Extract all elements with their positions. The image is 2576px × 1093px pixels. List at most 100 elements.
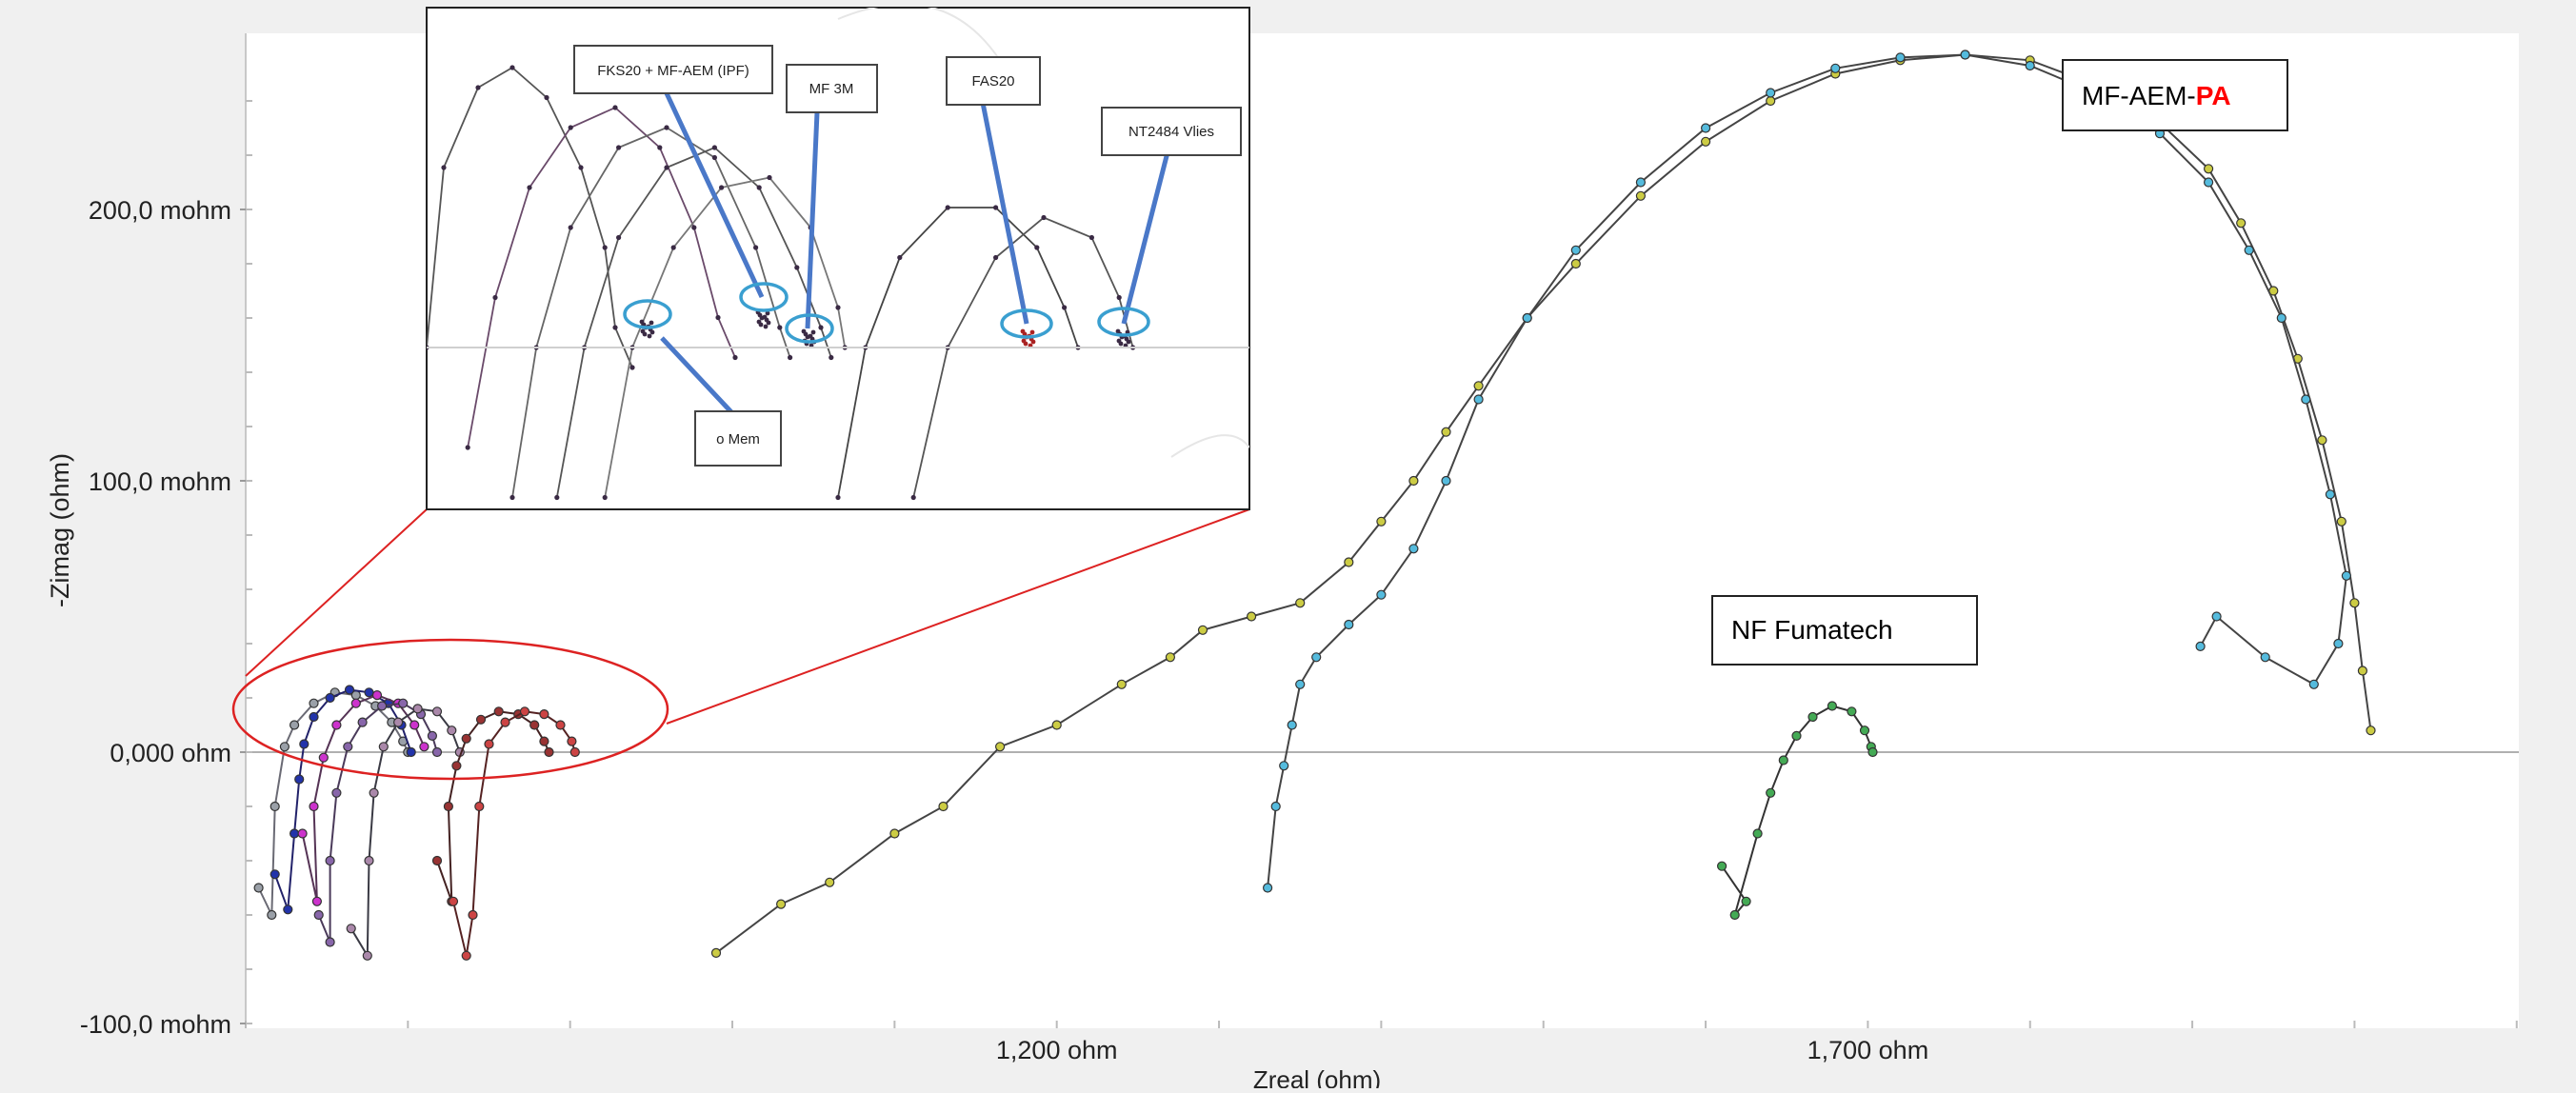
inset-panel: FKS20 + MF-AEM (IPF) MF 3M FAS20 NT2484 … [426, 7, 1250, 510]
inset-point [756, 185, 762, 190]
x-tick-label: 1,200 ohm [996, 1036, 1118, 1064]
data-point [1270, 801, 1281, 812]
data-point [309, 698, 319, 708]
data-point [569, 746, 580, 758]
inset-cluster-point [1023, 341, 1028, 347]
data-point [825, 877, 835, 887]
data-point [938, 801, 949, 812]
data-point [2366, 725, 2376, 736]
series-3 [313, 698, 443, 947]
inset-point [492, 294, 498, 301]
svg-text:MF 3M: MF 3M [809, 81, 854, 97]
inset-cluster-point [763, 324, 769, 329]
data-point [311, 896, 322, 906]
x-axis-label: Zreal (ohm) [1253, 1065, 1381, 1088]
inset-cluster-point [642, 331, 648, 337]
inset-point [1088, 234, 1094, 241]
data-point [994, 742, 1006, 752]
x-ticks: 1,200 ohm 1,700 ohm [996, 1036, 1928, 1064]
data-point [1197, 625, 1208, 635]
data-point [325, 937, 335, 947]
inset-cluster-point [649, 320, 654, 326]
data-point [1700, 123, 1711, 133]
data-point [427, 730, 437, 742]
data-point [377, 701, 388, 711]
data-point [290, 828, 300, 839]
data-point [346, 924, 356, 934]
inset-cluster-point [805, 334, 810, 340]
data-point [2336, 516, 2346, 527]
data-point [1635, 190, 1647, 201]
data-point [297, 828, 308, 839]
data-point [1311, 652, 1322, 663]
data-point [1827, 701, 1838, 711]
data-point [2025, 60, 2035, 71]
svg-text:FAS20: FAS20 [971, 73, 1014, 89]
inset-point [767, 174, 772, 181]
inset-point [829, 354, 834, 361]
inset-cluster-point [1126, 339, 1131, 345]
data-point [1473, 381, 1484, 391]
inset-point [664, 165, 669, 170]
data-point [362, 950, 372, 961]
inset-point [612, 325, 618, 330]
data-point [519, 706, 530, 717]
inset-point [835, 494, 841, 501]
inset-point [602, 494, 608, 501]
data-point [1408, 475, 1419, 487]
data-point [1376, 589, 1387, 600]
data-point [2301, 394, 2311, 405]
y-tick-label: -100,0 mohm [80, 1010, 231, 1039]
data-point [2357, 666, 2367, 676]
series-6 [448, 706, 580, 961]
zoom-line-right [666, 508, 1250, 725]
inset-cluster-point [1118, 341, 1124, 347]
data-point [412, 704, 423, 714]
inset-point [1034, 245, 1040, 250]
inset-point [670, 245, 676, 250]
data-point [270, 801, 280, 812]
data-point [1807, 711, 1818, 723]
svg-text:MF-AEM-PA: MF-AEM-PA [2082, 81, 2231, 110]
data-point [1830, 63, 1841, 73]
inset-cluster-point [766, 320, 771, 326]
data-point [1791, 730, 1802, 742]
data-point [279, 742, 290, 752]
data-point [2195, 641, 2206, 652]
series-4 [346, 704, 465, 961]
annotation-nf-fumatech: NF Fumatech [1711, 595, 1978, 666]
data-point [253, 883, 264, 893]
data-point [493, 706, 504, 717]
data-point [2341, 570, 2351, 581]
zoom-line-left [245, 508, 428, 677]
inset-point [691, 225, 697, 230]
data-point [1729, 909, 1740, 921]
inset-point [897, 254, 903, 261]
svg-text:NT2484 Vlies: NT2484 Vlies [1128, 124, 1214, 140]
data-point [267, 909, 277, 921]
inset-label-mf3m: MF 3M [786, 64, 878, 113]
data-point [406, 746, 416, 758]
inset-label-nt2484: NT2484 Vlies [1101, 107, 1242, 156]
data-point [1295, 598, 1306, 608]
data-point [1766, 95, 1776, 107]
data-point [344, 685, 355, 695]
data-point [1287, 720, 1297, 730]
data-point [475, 714, 487, 725]
data-point [1408, 544, 1419, 554]
inset-point [794, 265, 800, 270]
svg-text:NF Fumatech: NF Fumatech [1731, 615, 1893, 645]
data-point [1847, 706, 1857, 717]
data-point [309, 801, 319, 812]
y-ticks: 200,0 mohm 100,0 mohm 0,000 ohm -100,0 mohm [80, 196, 246, 1039]
data-point [2204, 164, 2214, 174]
data-point [318, 752, 329, 763]
inset-point [945, 205, 950, 210]
data-point [409, 720, 420, 730]
data-point [1165, 652, 1176, 663]
data-point [1441, 427, 1451, 437]
data-point [448, 896, 459, 906]
data-point [1741, 896, 1751, 906]
data-point [431, 706, 443, 717]
data-point [2276, 312, 2286, 324]
